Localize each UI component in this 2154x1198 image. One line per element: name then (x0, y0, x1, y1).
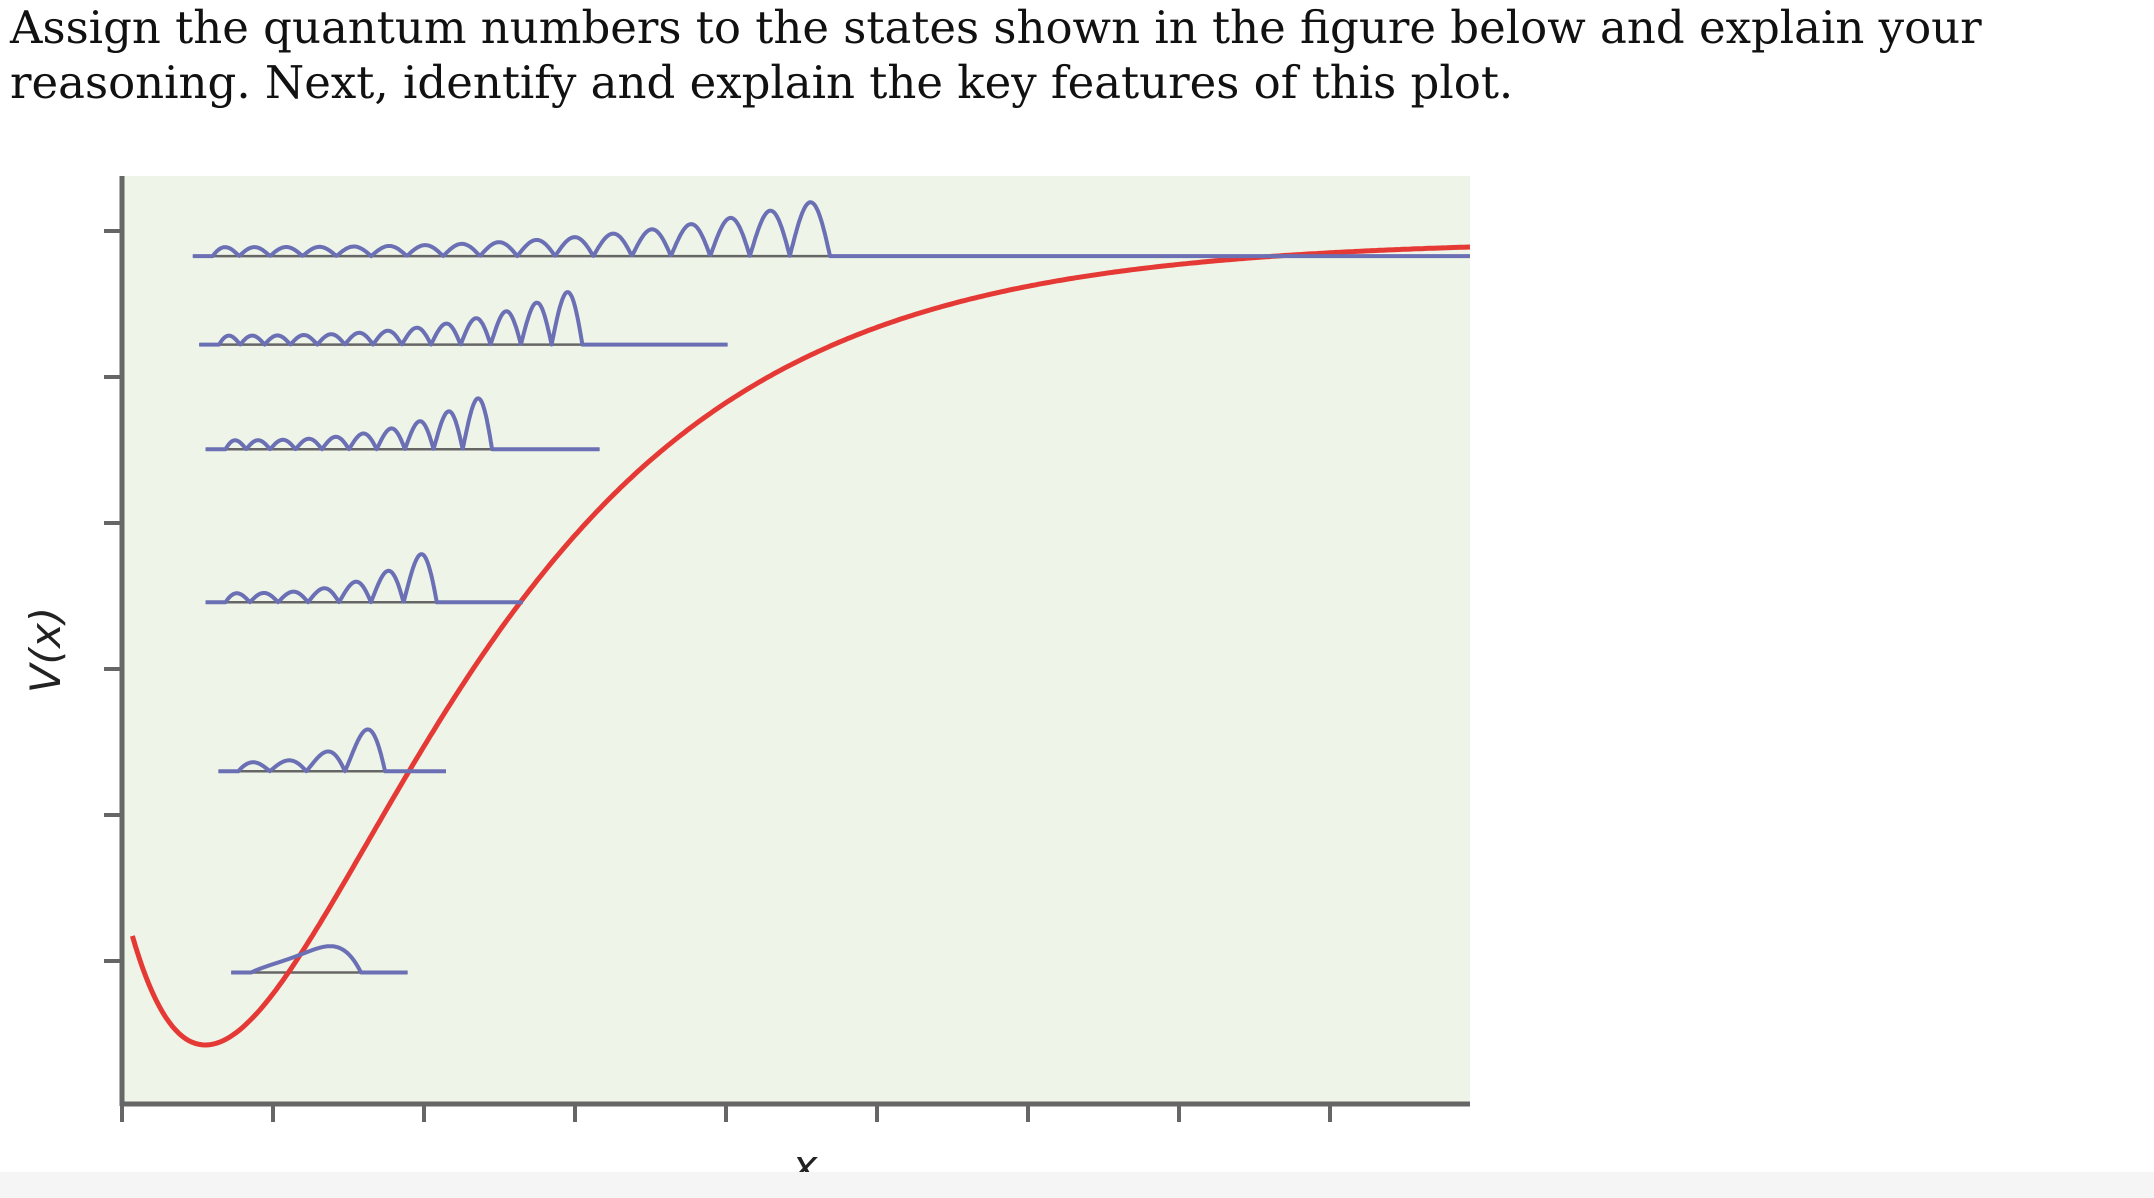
wavefunction-state-2 (205, 552, 523, 605)
question-text: Assign the quantum numbers to the states… (10, 1, 1982, 109)
wavefunction-state-1 (218, 727, 446, 774)
y-axis-ticks (104, 229, 122, 963)
wavefunction-state-5 (192, 200, 1470, 259)
wavefunctions (192, 200, 1470, 975)
potential-energy-diagram: V(x) x (21, 176, 1471, 1172)
x-axis-ticks (120, 1104, 1332, 1122)
x-axis-label: x (791, 1141, 819, 1172)
wavefunction-state-4 (199, 290, 728, 347)
wavefunction-state-3 (205, 396, 600, 452)
bottom-strip (0, 1172, 2154, 1198)
plot-background (122, 176, 1470, 1104)
potential-curve (130, 244, 1471, 1048)
wavefunction-state-0 (231, 944, 408, 975)
y-axis-label: V(x) (21, 607, 70, 693)
